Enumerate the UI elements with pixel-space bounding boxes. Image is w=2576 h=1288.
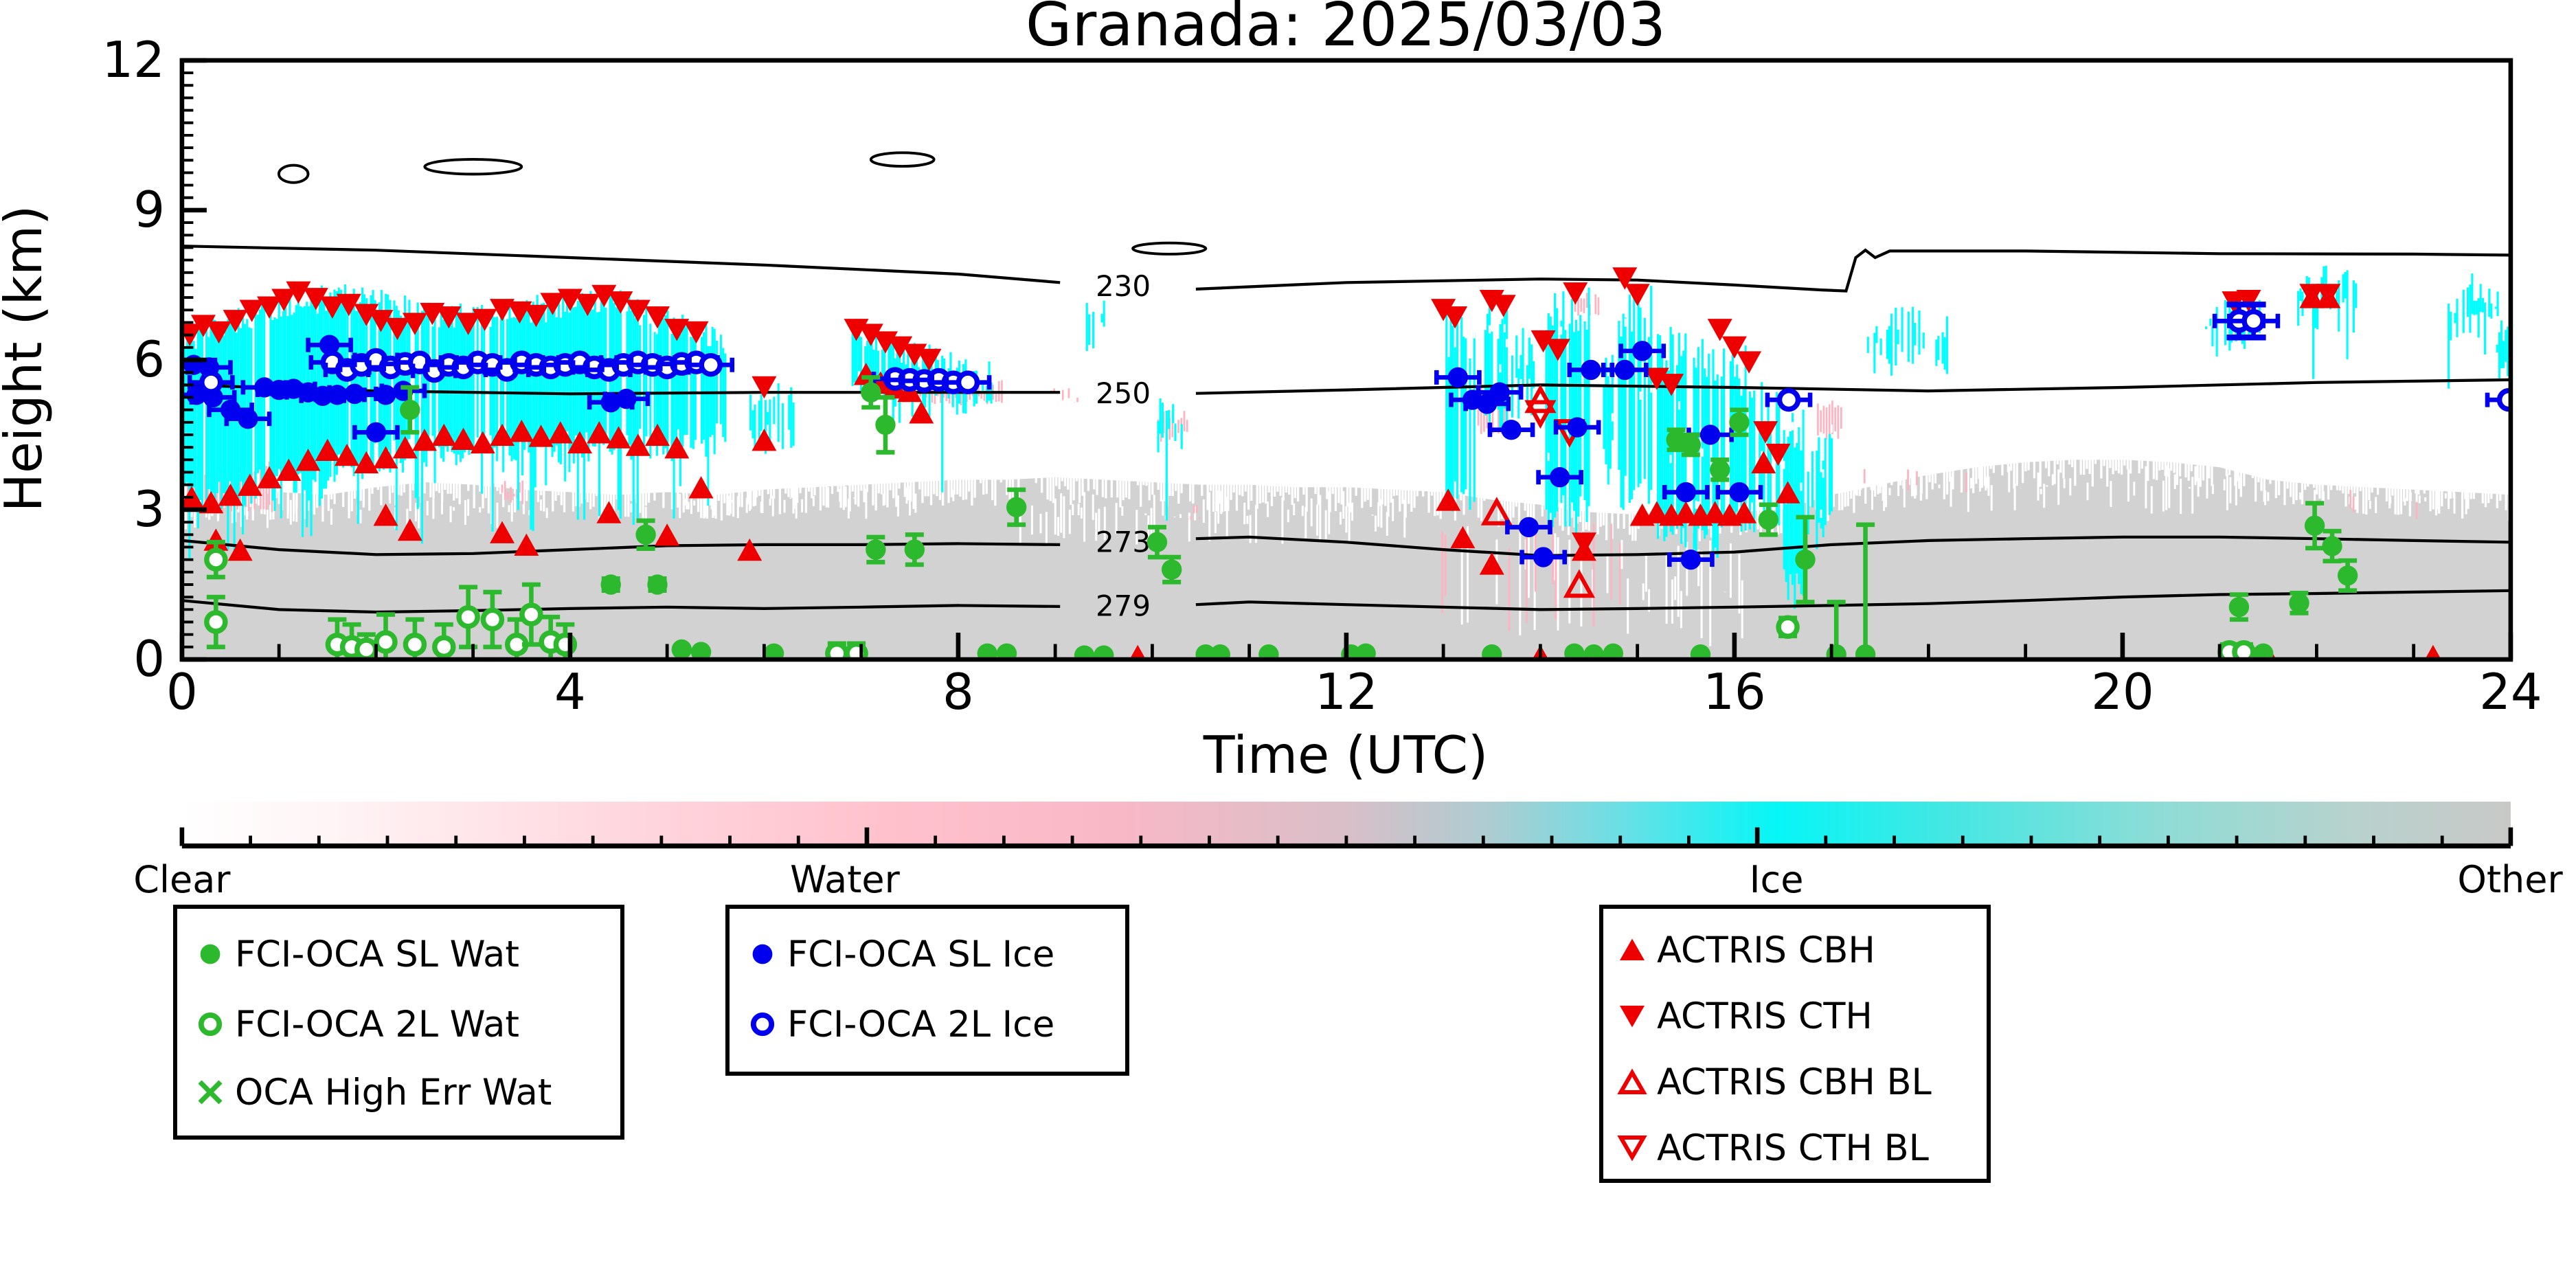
legend-sl-ice-label: FCI-OCA SL Ice xyxy=(787,934,1054,975)
series-actris-cbh-bl xyxy=(1480,384,1595,598)
closed-contour xyxy=(277,163,310,184)
legend-cbh-bl-icon xyxy=(1617,1068,1647,1094)
isotherm-label-279: 279 xyxy=(1096,589,1151,623)
legend-water-products: FCI-OCA SL Wat FCI-OCA 2L Wat OCA High E… xyxy=(173,905,624,1140)
legend-ice-products: FCI-OCA SL Ice FCI-OCA 2L Ice xyxy=(725,905,1129,1076)
colorbar-label-clear: Clear xyxy=(133,858,231,901)
series-actris-cbh xyxy=(181,286,2441,660)
isotherm-279 xyxy=(1195,589,2511,611)
isotherm-230 xyxy=(181,245,1061,284)
legend-sl-ice-icon xyxy=(752,944,773,964)
isotherm-273 xyxy=(1195,535,2511,557)
isotherm-250 xyxy=(1195,378,2511,395)
legend-sl-wat-icon xyxy=(200,944,221,964)
legend-actris-products: ACTRIS CBH ACTRIS CTH ACTRIS CBH BL ACTR… xyxy=(1599,905,1991,1183)
y-tick-label-3: 3 xyxy=(133,480,165,538)
data-markers xyxy=(181,267,2511,660)
x-tick-label-20: 20 xyxy=(2091,663,2154,721)
x-tick-label-24: 24 xyxy=(2479,663,2542,721)
y-axis-title: Height (km) xyxy=(0,205,54,512)
series-fci-oca-2l-ice xyxy=(187,302,2511,412)
legend-cth-bl-icon xyxy=(1617,1136,1647,1162)
legend-cth-bl-label: ACTRIS CTH BL xyxy=(1657,1127,1929,1169)
series-fci-oca-2l-wat xyxy=(204,539,2256,660)
y-tick-label-12: 12 xyxy=(102,31,165,89)
legend-cth-label: ACTRIS CTH xyxy=(1657,995,1873,1037)
isotherm-label-250: 250 xyxy=(1096,376,1151,410)
x-axis-title: Time (UTC) xyxy=(1203,725,1489,785)
legend-cbh-icon xyxy=(1620,938,1645,960)
colorbar-label-other: Other xyxy=(2457,858,2563,901)
y-tick-label-0: 0 xyxy=(133,630,165,688)
x-tick-label-0: 0 xyxy=(166,663,198,721)
isotherm-label-230: 230 xyxy=(1096,269,1151,303)
classification-colorbar: Clear Water Ice Other xyxy=(133,802,2563,901)
x-tick-label-4: 4 xyxy=(554,663,586,721)
legend-sl-wat-label: FCI-OCA SL Wat xyxy=(235,934,519,975)
axis-labels: Time (UTC) Height (km) xyxy=(0,205,1488,785)
legend-cbh-label: ACTRIS CBH xyxy=(1657,929,1875,971)
legend-cbh-bl-label: ACTRIS CBH BL xyxy=(1657,1061,1932,1103)
closed-contour xyxy=(423,157,523,176)
legend-2l-wat-icon xyxy=(198,1012,223,1037)
axes: 0 4 8 12 16 20 24 0 3 6 9 12 xyxy=(102,31,2542,721)
x-tick-label-16: 16 xyxy=(1703,663,1766,721)
chart-title: Granada: 2025/03/03 xyxy=(1026,0,1666,60)
series-fci-oca-sl-wat xyxy=(400,375,2358,660)
colorbar-ticks xyxy=(179,827,2513,846)
isotherm-230 xyxy=(1195,248,2511,293)
legend-high-err-wat-label: OCA High Err Wat xyxy=(235,1072,552,1114)
closed-contour xyxy=(1131,241,1208,256)
legend-cth-icon xyxy=(1620,1006,1645,1028)
x-tick-label-8: 8 xyxy=(942,663,974,721)
isotherm-279 xyxy=(181,599,1061,614)
y-tick-label-9: 9 xyxy=(133,181,165,238)
series-actris-cth xyxy=(181,267,2341,555)
legend-high-err-wat-icon xyxy=(198,1080,223,1105)
legend-2l-wat-label: FCI-OCA 2L Wat xyxy=(235,1004,519,1046)
x-tick-label-12: 12 xyxy=(1315,663,1378,721)
isotherm-label-273: 273 xyxy=(1096,525,1151,558)
legend-2l-ice-label: FCI-OCA 2L Ice xyxy=(787,1004,1054,1046)
series-fci-oca-sl-ice xyxy=(181,335,1763,570)
closed-contour xyxy=(869,151,936,168)
y-tick-label-6: 6 xyxy=(133,330,165,388)
legend-2l-ice-icon xyxy=(750,1012,775,1037)
colorbar-label-ice: Ice xyxy=(1750,858,1804,901)
colorbar-label-water: Water xyxy=(790,858,900,901)
